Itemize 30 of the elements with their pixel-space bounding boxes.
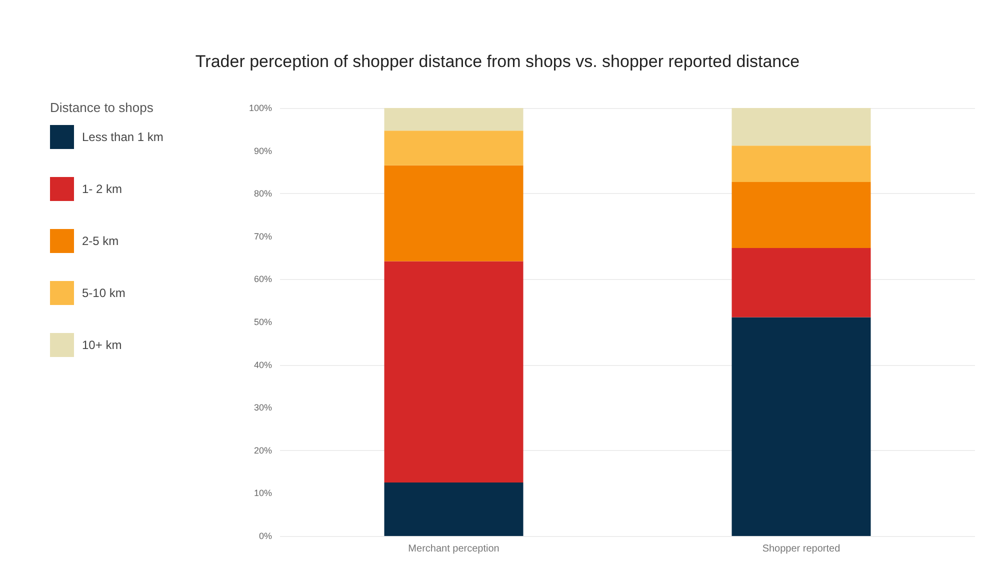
legend-label: 10+ km: [82, 338, 122, 352]
bar: [732, 108, 871, 146]
bar: [732, 317, 871, 536]
legend-label: Less than 1 km: [82, 130, 164, 144]
legend-label: 2-5 km: [82, 234, 119, 248]
bar: [384, 108, 524, 131]
y-tick-label: 50%: [254, 317, 272, 327]
chart-title: Trader perception of shopper distance from shops vs. shopper reported distance: [195, 52, 800, 71]
y-tick-label: 90%: [254, 146, 272, 156]
legend-title: Distance to shops: [50, 100, 154, 115]
y-tick-label: 20%: [254, 445, 272, 456]
x-tick-label: Merchant perception: [408, 544, 500, 554]
legend-label: 1- 2 km: [82, 182, 122, 196]
bar: [732, 248, 871, 318]
bar: [384, 165, 524, 262]
x-tick-label: Shopper reported: [762, 544, 840, 554]
bar: [732, 146, 871, 182]
y-tick-label: 40%: [254, 360, 272, 370]
y-tick-label: 100%: [248, 103, 272, 113]
y-tick-label: 60%: [254, 274, 272, 284]
y-tick-label: 70%: [254, 231, 272, 242]
bar: [384, 261, 524, 482]
bar: [384, 482, 524, 536]
y-tick-label: 10%: [254, 488, 272, 498]
bar: [384, 130, 524, 166]
y-tick-label: 30%: [254, 402, 272, 413]
y-tick-label: 80%: [254, 188, 272, 199]
y-tick-label: 0%: [258, 531, 272, 541]
bar: [732, 182, 871, 248]
legend-label: 5-10 km: [82, 286, 126, 300]
